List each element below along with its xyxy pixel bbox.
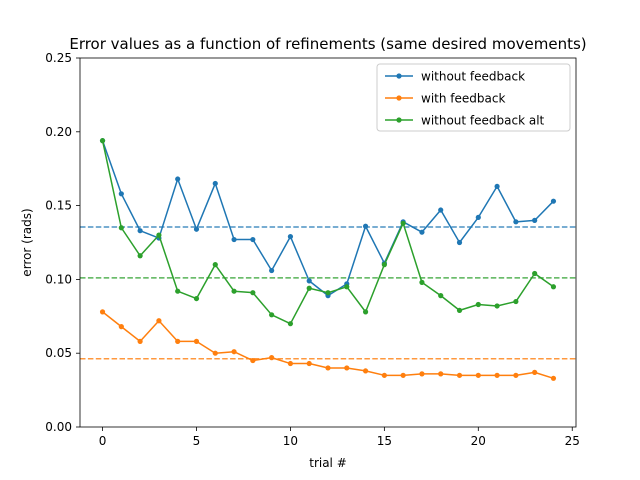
data-point-s2-22	[513, 298, 519, 305]
data-point-s1-6	[212, 350, 218, 356]
x-tick-label-4: 20	[471, 434, 486, 448]
data-point-s2-23	[532, 270, 538, 277]
data-point-s0-14	[362, 223, 369, 229]
legend-box	[376, 63, 571, 132]
data-point-s0-21	[494, 183, 500, 190]
data-point-s1-18	[438, 371, 444, 377]
data-point-s0-20	[475, 214, 481, 221]
y-tick-label-2: 0.10	[45, 272, 72, 286]
data-point-s1-20	[475, 372, 481, 378]
legend-label-0: without feedback	[421, 70, 525, 84]
data-point-s1-24	[550, 375, 557, 381]
data-point-s1-23	[532, 369, 538, 375]
x-tick-label-0: 0	[99, 434, 107, 448]
data-point-s0-11	[306, 278, 312, 284]
legend-label-1: with feedback	[421, 92, 505, 106]
data-point-s0-10	[287, 233, 294, 240]
data-point-s2-14	[362, 309, 369, 315]
data-point-s1-16	[400, 372, 406, 378]
data-point-s2-15	[381, 262, 387, 268]
data-point-s2-12	[325, 290, 331, 296]
data-point-s2-6	[212, 262, 218, 268]
y-tick-label-5: 0.25	[45, 51, 72, 65]
data-point-s1-2	[137, 338, 143, 344]
data-point-s1-5	[193, 338, 200, 344]
data-point-s2-17	[419, 279, 425, 285]
data-point-s2-19	[456, 307, 463, 313]
data-point-s1-11	[306, 360, 312, 367]
data-point-s2-3	[156, 232, 162, 238]
data-point-s0-23	[532, 217, 538, 223]
data-point-s2-21	[494, 303, 500, 309]
legend: without feedback with feedback without fee…	[376, 63, 571, 132]
data-point-s1-1	[118, 324, 124, 330]
data-point-s2-20	[475, 301, 481, 308]
data-point-s1-4	[175, 338, 181, 344]
y-tick-label-1: 0.05	[45, 346, 72, 360]
axes-frame	[79, 57, 577, 428]
data-point-s1-10	[287, 360, 294, 367]
series-line-0	[101, 140, 554, 297]
data-point-s0-4	[175, 176, 181, 182]
x-tick-label-3: 15	[377, 434, 392, 448]
data-point-s0-24	[550, 198, 557, 204]
data-point-s2-5	[193, 295, 200, 302]
data-point-s0-8	[250, 236, 256, 243]
data-point-s1-21	[494, 372, 500, 378]
y-tick-label-4: 0.20	[45, 125, 72, 139]
data-point-s2-0	[99, 138, 106, 144]
data-point-s0-1	[118, 191, 124, 197]
data-point-s1-14	[362, 368, 369, 374]
data-point-s1-3	[156, 318, 162, 324]
data-point-s2-8	[250, 290, 256, 296]
x-tick-label-1: 5	[193, 434, 201, 448]
data-point-s2-13	[344, 284, 350, 290]
y-axis-label: error (rads)	[20, 208, 34, 276]
x-axis-label: trial #	[309, 456, 347, 470]
data-point-s1-13	[344, 365, 350, 371]
data-point-s1-8	[250, 357, 256, 364]
data-point-s1-22	[513, 372, 519, 378]
data-point-s1-7	[231, 349, 237, 355]
data-point-s2-11	[306, 285, 312, 291]
data-point-s2-2	[137, 253, 143, 259]
chart-title: Error values as a function of refinement…	[69, 35, 586, 53]
data-point-s2-24	[550, 284, 557, 290]
data-point-s1-15	[381, 372, 387, 378]
data-point-s0-22	[513, 219, 519, 225]
data-point-s0-5	[193, 226, 200, 232]
data-point-s2-4	[175, 288, 181, 294]
data-point-s1-9	[269, 355, 275, 361]
data-point-s0-17	[419, 229, 425, 235]
data-point-s1-12	[325, 365, 331, 371]
data-point-s1-19	[456, 372, 463, 378]
legend-label-2: without feedback alt	[421, 114, 545, 128]
legend-marker-2	[396, 117, 402, 123]
data-point-s2-7	[231, 288, 237, 294]
data-point-s0-19	[456, 239, 463, 246]
legend-marker-0	[396, 73, 402, 79]
data-point-s0-7	[231, 236, 237, 243]
data-point-s0-6	[212, 180, 218, 187]
data-point-s2-1	[118, 225, 124, 231]
data-point-s2-18	[438, 293, 444, 299]
data-point-s2-16	[400, 220, 406, 226]
plot-area: 0 5 10 15 20 25 0.00 0.05 0.10 0.15 0.20 0.25 withou…	[45, 51, 580, 448]
data-point-s1-0	[99, 309, 106, 315]
data-point-s1-17	[419, 371, 425, 377]
legend-marker-1	[396, 95, 402, 101]
y-tick-label-0: 0.00	[45, 420, 72, 434]
x-tick-label-5: 25	[565, 434, 580, 448]
data-point-s2-10	[287, 321, 294, 327]
y-tick-label-3: 0.15	[45, 199, 72, 213]
data-point-s0-2	[137, 228, 143, 234]
x-tick-label-2: 10	[283, 434, 298, 448]
data-point-s0-9	[269, 267, 275, 274]
data-point-s2-9	[269, 312, 275, 318]
data-point-s0-18	[438, 207, 444, 213]
